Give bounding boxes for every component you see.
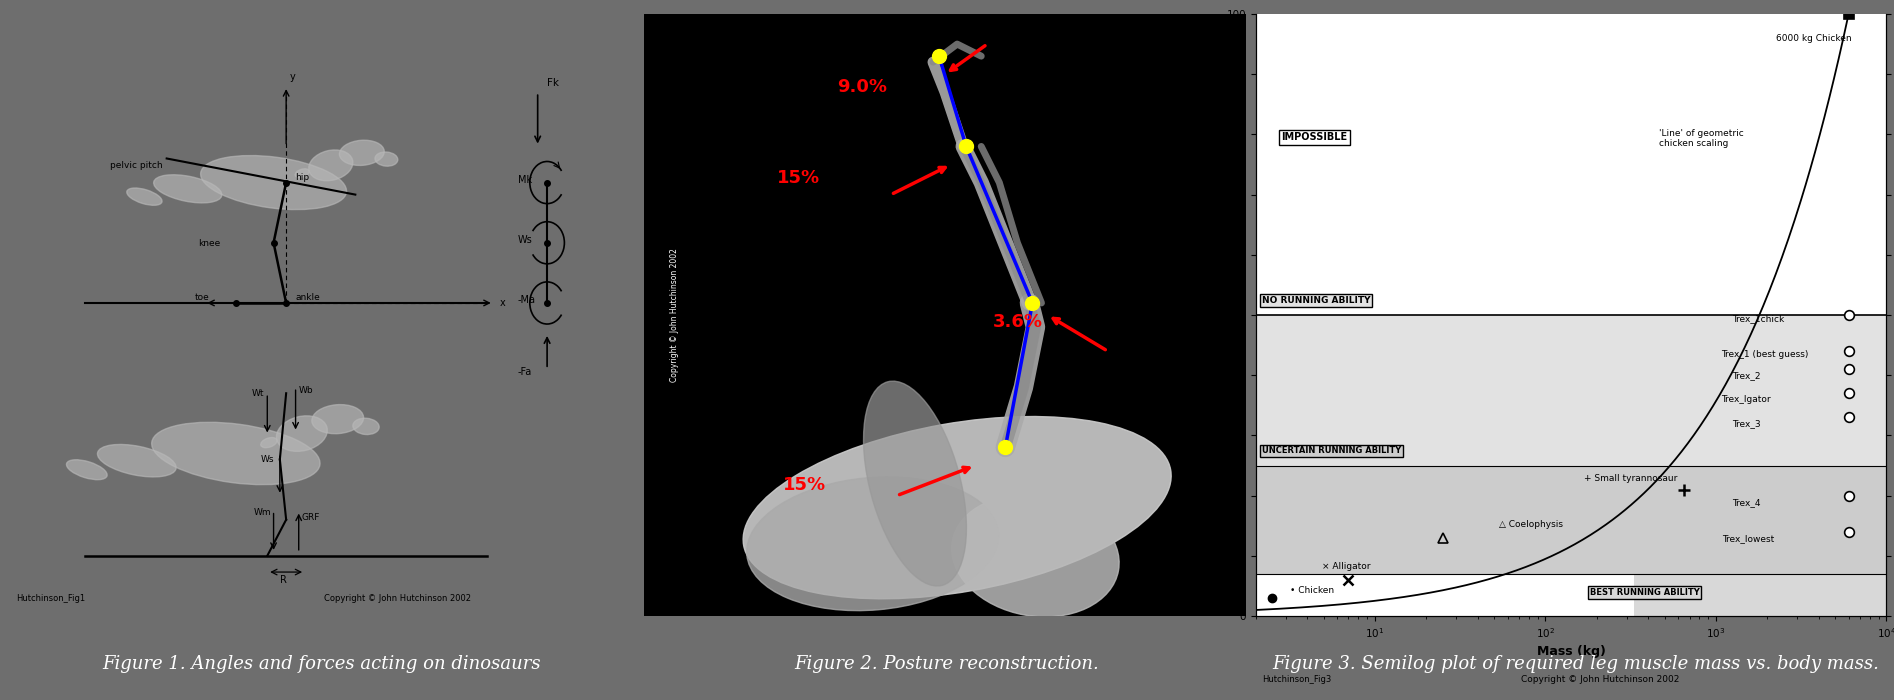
- Text: 3.6%: 3.6%: [992, 313, 1044, 331]
- Text: Trex_2: Trex_2: [1731, 371, 1760, 380]
- Ellipse shape: [339, 140, 384, 165]
- Text: Mk: Mk: [517, 174, 532, 185]
- Text: 9.0%: 9.0%: [837, 78, 886, 97]
- Text: toe: toe: [195, 293, 210, 302]
- Text: Ws: Ws: [261, 456, 275, 465]
- Text: Hutchinson_Fig3: Hutchinson_Fig3: [1261, 676, 1331, 684]
- Ellipse shape: [201, 155, 347, 209]
- Text: • Chicken: • Chicken: [1290, 586, 1335, 595]
- Text: UNCERTAIN RUNNING ABILITY: UNCERTAIN RUNNING ABILITY: [1261, 447, 1402, 456]
- Ellipse shape: [864, 381, 966, 586]
- Text: Figure 1. Angles and forces acting on dinosaurs: Figure 1. Angles and forces acting on di…: [102, 655, 542, 673]
- Text: NO RUNNING ABILITY: NO RUNNING ABILITY: [1261, 296, 1371, 305]
- Text: y: y: [290, 72, 295, 82]
- Text: Ws: Ws: [517, 234, 532, 245]
- Ellipse shape: [261, 438, 277, 448]
- Text: Hutchinson_Fig1: Hutchinson_Fig1: [15, 594, 85, 603]
- Text: △ Coelophysis: △ Coelophysis: [1498, 520, 1563, 529]
- Text: -Ma: -Ma: [517, 295, 536, 305]
- Ellipse shape: [375, 152, 398, 166]
- Text: ankle: ankle: [295, 293, 320, 302]
- Y-axis label: T Per Leg For Fast Bipedal Running (% of body mass): T Per Leg For Fast Bipedal Running (% of…: [1210, 186, 1222, 444]
- Text: -Fa: -Fa: [517, 368, 532, 377]
- Ellipse shape: [127, 188, 163, 205]
- Text: hip: hip: [295, 172, 311, 181]
- Bar: [1256, 315, 1886, 466]
- Text: Fk: Fk: [547, 78, 559, 88]
- Text: Wt: Wt: [252, 389, 263, 398]
- Bar: [1256, 466, 1886, 574]
- Text: 15%: 15%: [777, 169, 820, 187]
- Text: Figure 3. Semilog plot of required leg muscle mass vs. body mass.: Figure 3. Semilog plot of required leg m…: [1273, 655, 1879, 673]
- Text: knee: knee: [199, 239, 220, 248]
- Ellipse shape: [277, 416, 328, 452]
- Ellipse shape: [309, 150, 352, 181]
- Ellipse shape: [295, 169, 309, 178]
- Text: 6000 kg Chicken: 6000 kg Chicken: [1777, 34, 1852, 43]
- Ellipse shape: [97, 444, 176, 477]
- Text: Trex_1 (best guess): Trex_1 (best guess): [1722, 350, 1809, 359]
- Text: Trex_1chick: Trex_1chick: [1731, 314, 1784, 323]
- Ellipse shape: [953, 495, 1119, 617]
- Ellipse shape: [153, 175, 222, 203]
- Text: + Small tyrannosaur: + Small tyrannosaur: [1583, 473, 1676, 482]
- Text: GRF: GRF: [301, 512, 320, 522]
- Ellipse shape: [152, 422, 320, 484]
- Ellipse shape: [352, 418, 379, 435]
- Text: Copyright © John Hutchinson 2002: Copyright © John Hutchinson 2002: [324, 594, 472, 603]
- Text: Trex_3: Trex_3: [1731, 419, 1761, 428]
- Ellipse shape: [313, 405, 364, 434]
- Text: Trex_4: Trex_4: [1731, 498, 1760, 507]
- Text: 15%: 15%: [782, 475, 826, 493]
- Text: Trex_lgator: Trex_lgator: [1722, 395, 1771, 405]
- Text: R: R: [280, 575, 286, 585]
- Ellipse shape: [742, 416, 1170, 598]
- Text: Wm: Wm: [254, 508, 271, 517]
- Text: Figure 2. Posture reconstruction.: Figure 2. Posture reconstruction.: [795, 655, 1099, 673]
- Text: Trex_lowest: Trex_lowest: [1722, 533, 1775, 542]
- Text: IMPOSSIBLE: IMPOSSIBLE: [1280, 132, 1347, 142]
- Text: Copyright © John Hutchinson 2002: Copyright © John Hutchinson 2002: [670, 248, 678, 382]
- Text: Wb: Wb: [299, 386, 313, 395]
- Text: Copyright © John Hutchinson 2002: Copyright © John Hutchinson 2002: [1521, 676, 1678, 684]
- X-axis label: Mass (kg): Mass (kg): [1536, 645, 1606, 658]
- Bar: [1635, 574, 1886, 616]
- Text: × Alligator: × Alligator: [1322, 562, 1371, 571]
- Text: x: x: [500, 298, 506, 308]
- Ellipse shape: [66, 460, 108, 480]
- Text: 'Line' of geometric
chicken scaling: 'Line' of geometric chicken scaling: [1659, 129, 1744, 148]
- Text: BEST RUNNING ABILITY: BEST RUNNING ABILITY: [1589, 588, 1699, 597]
- Ellipse shape: [746, 477, 998, 610]
- Text: pelvic pitch: pelvic pitch: [110, 160, 163, 169]
